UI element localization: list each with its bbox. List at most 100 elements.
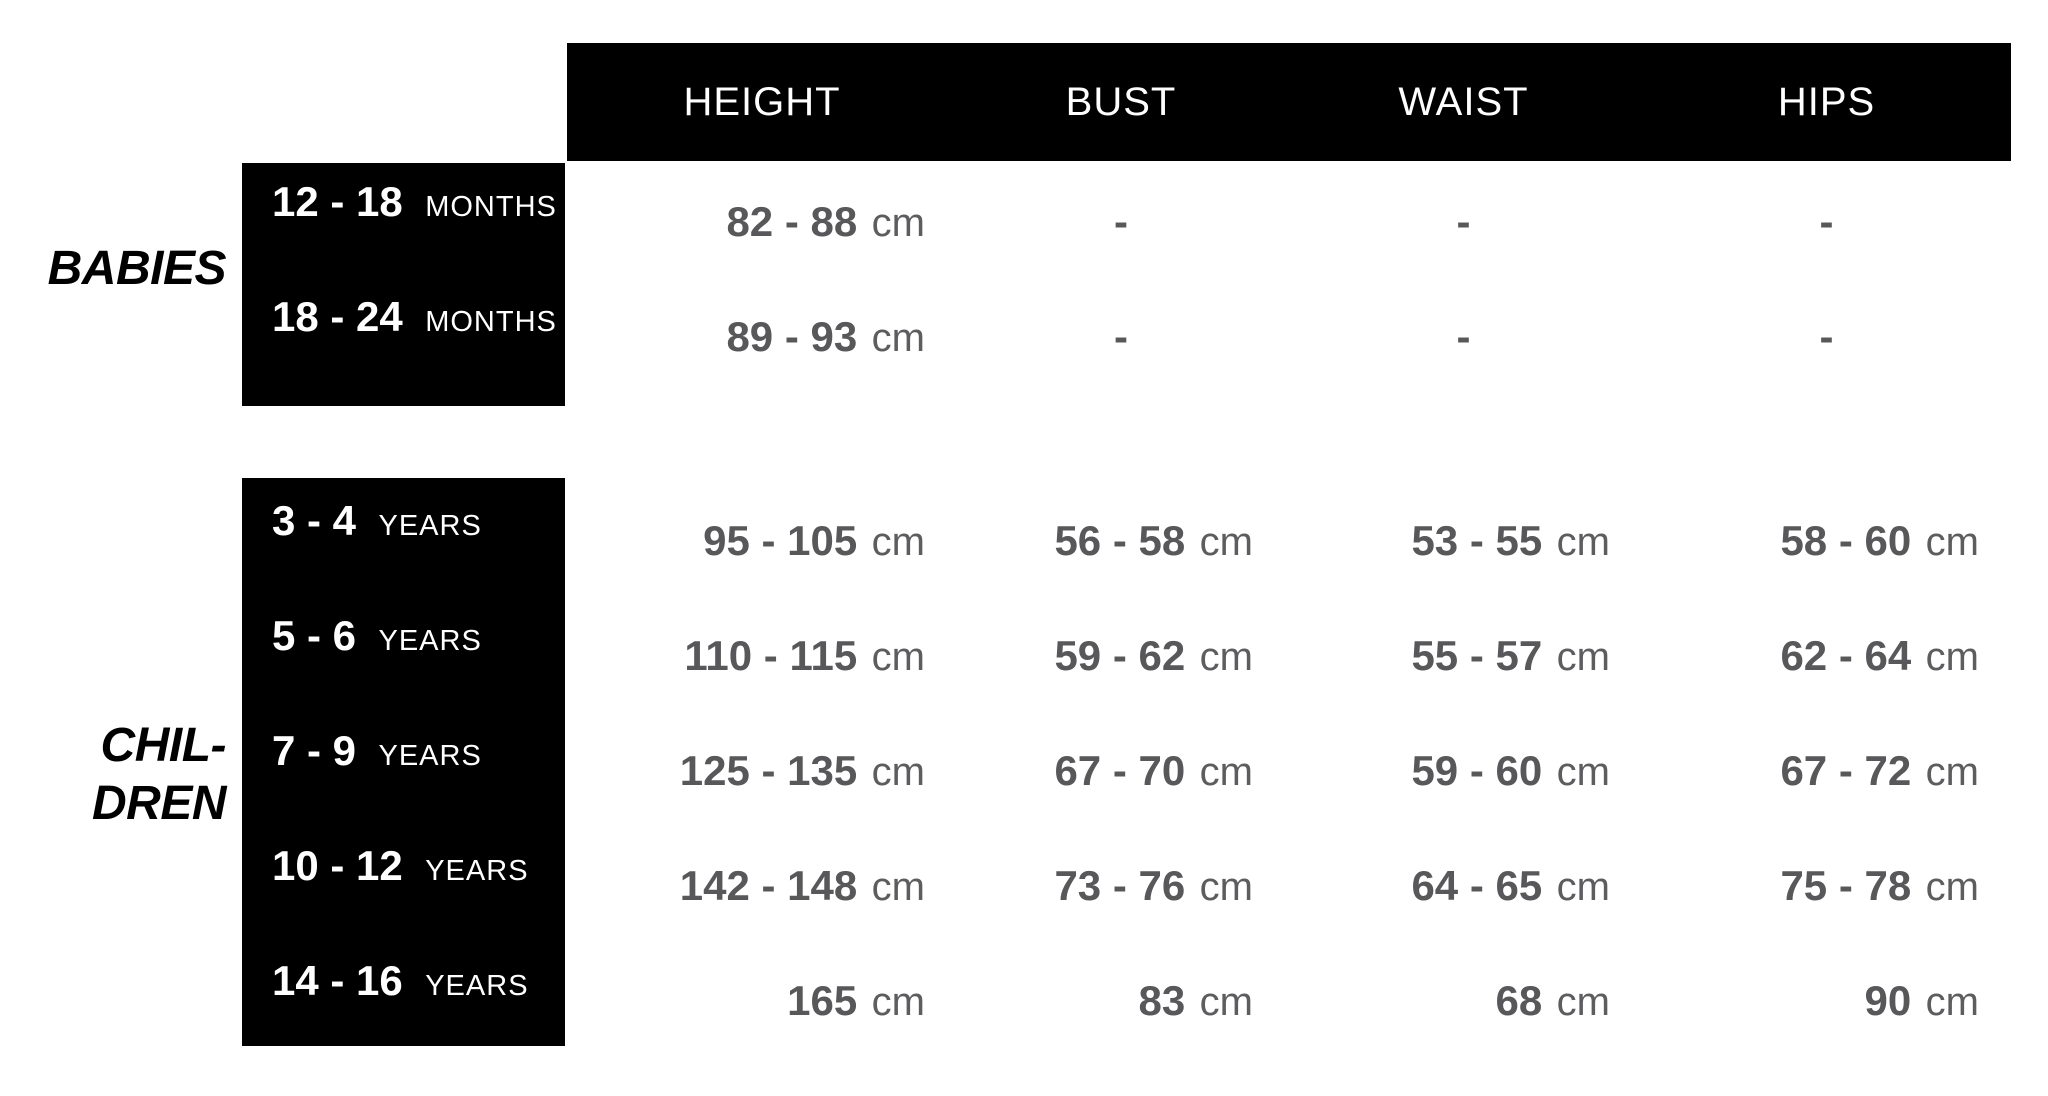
height-cell: 95 - 105 cm (567, 517, 957, 565)
section-label-line: CHIL- (100, 719, 227, 772)
unit-label: cm (871, 316, 925, 360)
unit-label: cm (1199, 980, 1253, 1024)
waist-value: 68 (1495, 977, 1543, 1024)
height-value: 95 - 105 (703, 517, 858, 564)
size-range-label: 18 - 24 MONTHS (242, 293, 567, 341)
unit-label: cm (1556, 865, 1610, 909)
babies-size-box (242, 163, 565, 406)
hips-value: 75 - 78 (1780, 862, 1912, 909)
children-size-box (242, 478, 565, 1046)
waist-value: 53 - 55 (1411, 517, 1543, 564)
height-value: 82 - 88 (726, 198, 858, 245)
unit-label: cm (1556, 520, 1610, 564)
unit-label: cm (871, 865, 925, 909)
size-range-value: 5 - 6 (272, 612, 357, 659)
unit-label: cm (871, 750, 925, 794)
section-label-line: BABIES (47, 242, 227, 295)
unit-label: cm (1199, 520, 1253, 564)
height-cell: 125 - 135 cm (567, 747, 957, 795)
size-range-label: 14 - 16 YEARS (242, 957, 567, 1005)
height-cell: 110 - 115 cm (567, 632, 957, 680)
waist-cell: 53 - 55 cm (1285, 517, 1642, 565)
table-row: 5 - 6 YEARS 110 - 115 cm 59 - 62 cm 55 -… (242, 596, 2011, 696)
size-range-value: 12 - 18 (272, 178, 403, 225)
bust-cell: - (1114, 198, 1128, 245)
size-range-value: 14 - 16 (272, 957, 403, 1004)
hips-cell: 75 - 78 cm (1642, 862, 2011, 910)
column-header-height: HEIGHT (683, 79, 841, 124)
bust-cell: 56 - 58 cm (957, 517, 1285, 565)
bust-value: 59 - 62 (1054, 632, 1186, 679)
waist-cell: - (1456, 198, 1471, 245)
bust-cell: 73 - 76 cm (957, 862, 1285, 910)
size-range-label: 12 - 18 MONTHS (242, 178, 567, 226)
waist-cell: 64 - 65 cm (1285, 862, 1642, 910)
table-row: 3 - 4 YEARS 95 - 105 cm 56 - 58 cm 53 - … (242, 481, 2011, 581)
unit-label: cm (1925, 865, 1979, 909)
unit-label: cm (1556, 750, 1610, 794)
height-cell: 165 cm (567, 977, 957, 1025)
bust-cell: - (1114, 313, 1128, 360)
size-range-unit: YEARS (378, 740, 482, 772)
size-range-label: 5 - 6 YEARS (242, 612, 567, 660)
bust-cell: 83 cm (957, 977, 1285, 1025)
height-value: 165 (787, 977, 858, 1024)
hips-cell: - (1819, 313, 1834, 360)
hips-cell: 67 - 72 cm (1642, 747, 2011, 795)
unit-label: cm (1925, 520, 1979, 564)
table-row: 7 - 9 YEARS 125 - 135 cm 67 - 70 cm 59 -… (242, 711, 2011, 811)
unit-label: cm (1925, 980, 1979, 1024)
hips-value: 62 - 64 (1780, 632, 1912, 679)
size-range-value: 10 - 12 (272, 842, 403, 889)
waist-cell: 55 - 57 cm (1285, 632, 1642, 680)
unit-label: cm (1199, 750, 1253, 794)
table-row: 10 - 12 YEARS 142 - 148 cm 73 - 76 cm 64… (242, 826, 2011, 926)
bust-value: 56 - 58 (1054, 517, 1186, 564)
size-range-unit: MONTHS (425, 306, 557, 338)
height-value: 142 - 148 (679, 862, 858, 909)
bust-cell: 67 - 70 cm (957, 747, 1285, 795)
unit-label: cm (871, 635, 925, 679)
hips-cell: 62 - 64 cm (1642, 632, 2011, 680)
bust-value: 83 (1138, 977, 1186, 1024)
size-range-value: 18 - 24 (272, 293, 403, 340)
height-value: 125 - 135 (679, 747, 858, 794)
column-header-bust: BUST (1065, 79, 1177, 124)
bust-value: 67 - 70 (1054, 747, 1186, 794)
waist-value: 55 - 57 (1411, 632, 1543, 679)
unit-label: cm (1199, 865, 1253, 909)
height-value: 110 - 115 (684, 632, 858, 679)
size-range-unit: YEARS (425, 970, 529, 1002)
table-header-bar: HEIGHT BUST WAIST HIPS (567, 43, 2011, 161)
unit-label: cm (1199, 635, 1253, 679)
hips-value: 90 (1864, 977, 1912, 1024)
unit-label: cm (1556, 635, 1610, 679)
size-range-label: 3 - 4 YEARS (242, 497, 567, 545)
bust-value: 73 - 76 (1054, 862, 1186, 909)
table-row: 14 - 16 YEARS 165 cm 83 cm 68 cm 90 cm (242, 941, 2011, 1041)
size-range-unit: MONTHS (425, 191, 557, 223)
unit-label: cm (871, 201, 925, 245)
unit-label: cm (1556, 980, 1610, 1024)
height-cell: 89 - 93 cm (567, 313, 957, 361)
size-range-label: 7 - 9 YEARS (242, 727, 567, 775)
size-range-unit: YEARS (425, 855, 529, 887)
size-range-unit: YEARS (378, 625, 482, 657)
hips-value: 58 - 60 (1780, 517, 1912, 564)
unit-label: cm (871, 520, 925, 564)
waist-value: 59 - 60 (1411, 747, 1543, 794)
size-range-label: 10 - 12 YEARS (242, 842, 567, 890)
hips-value: 67 - 72 (1780, 747, 1912, 794)
hips-cell: 90 cm (1642, 977, 2011, 1025)
table-row: 12 - 18 MONTHS 82 - 88 cm - - - (242, 162, 2011, 262)
waist-cell: 59 - 60 cm (1285, 747, 1642, 795)
unit-label: cm (1925, 750, 1979, 794)
section-label-line: DREN (91, 777, 227, 830)
unit-label: cm (871, 980, 925, 1024)
hips-cell: 58 - 60 cm (1642, 517, 2011, 565)
size-range-value: 3 - 4 (272, 497, 357, 544)
bust-cell: 59 - 62 cm (957, 632, 1285, 680)
table-row: 18 - 24 MONTHS 89 - 93 cm - - - (242, 277, 2011, 377)
waist-cell: 68 cm (1285, 977, 1642, 1025)
